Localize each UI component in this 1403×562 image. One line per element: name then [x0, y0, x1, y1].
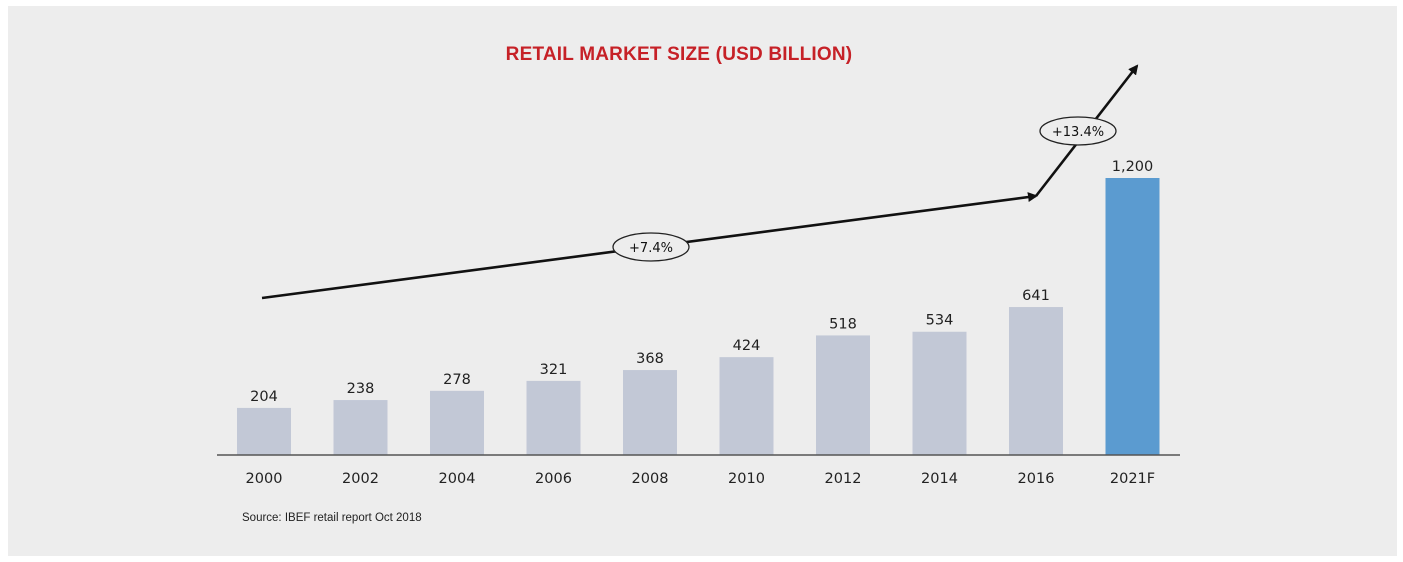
x-tick-label: 2006: [535, 471, 572, 487]
bar-value-label: 641: [1022, 288, 1050, 304]
bar-2012: [816, 335, 870, 455]
bar-value-label: 534: [926, 313, 954, 329]
x-tick-label: 2008: [632, 471, 669, 487]
bar-value-label: 321: [540, 362, 568, 378]
bar-2008: [623, 370, 677, 455]
bar-value-label: 1,200: [1112, 159, 1154, 175]
bar-2010: [719, 357, 774, 455]
x-tick-label: 2012: [825, 471, 862, 487]
bar-value-label: 424: [733, 338, 761, 354]
growth-trend-group: +7.4% +13.4%: [261, 64, 1139, 300]
bar-2014: [912, 331, 967, 455]
growth-badge: [612, 232, 690, 262]
bar-value-label: 368: [636, 351, 664, 367]
x-tick-label: 2004: [439, 471, 476, 487]
bar-2016: [1009, 307, 1063, 455]
bar-value-label: 278: [443, 372, 471, 388]
x-tick-label: 2002: [342, 471, 379, 487]
x-tick-label: 2016: [1018, 471, 1055, 487]
bar-2006: [526, 380, 581, 455]
chart-panel: [8, 6, 1397, 556]
x-tick-label: 2010: [728, 471, 765, 487]
x-tick-label: 2014: [921, 471, 958, 487]
source-note: Source: IBEF retail report Oct 2018: [242, 512, 422, 524]
growth-rate-label: +13.4%: [1052, 125, 1104, 140]
bar-2004: [430, 390, 484, 455]
bar-value-label: 204: [250, 389, 278, 405]
bar-2002: [333, 400, 388, 455]
bar-2000: [237, 407, 291, 455]
growth-rate-label: +7.4%: [629, 241, 673, 256]
bar-value-label: 518: [829, 316, 857, 332]
bars-group: [237, 178, 1160, 455]
bar-2021F: [1105, 178, 1160, 455]
growth-badge: [1039, 116, 1117, 146]
x-tick-labels-group: 2000 2002 2004 2006 2008 2010 2012 2014 2016 2021…: [246, 471, 1156, 487]
x-tick-label: 2021F: [1110, 471, 1155, 487]
x-tick-label: 2000: [246, 471, 283, 487]
bar-labels-group: 204 238 278 321 368 424 518 534 641 1,200: [250, 159, 1153, 405]
bar-value-label: 238: [347, 381, 375, 397]
chart-title: RETAIL MARKET SIZE (USD BILLION): [505, 44, 853, 65]
